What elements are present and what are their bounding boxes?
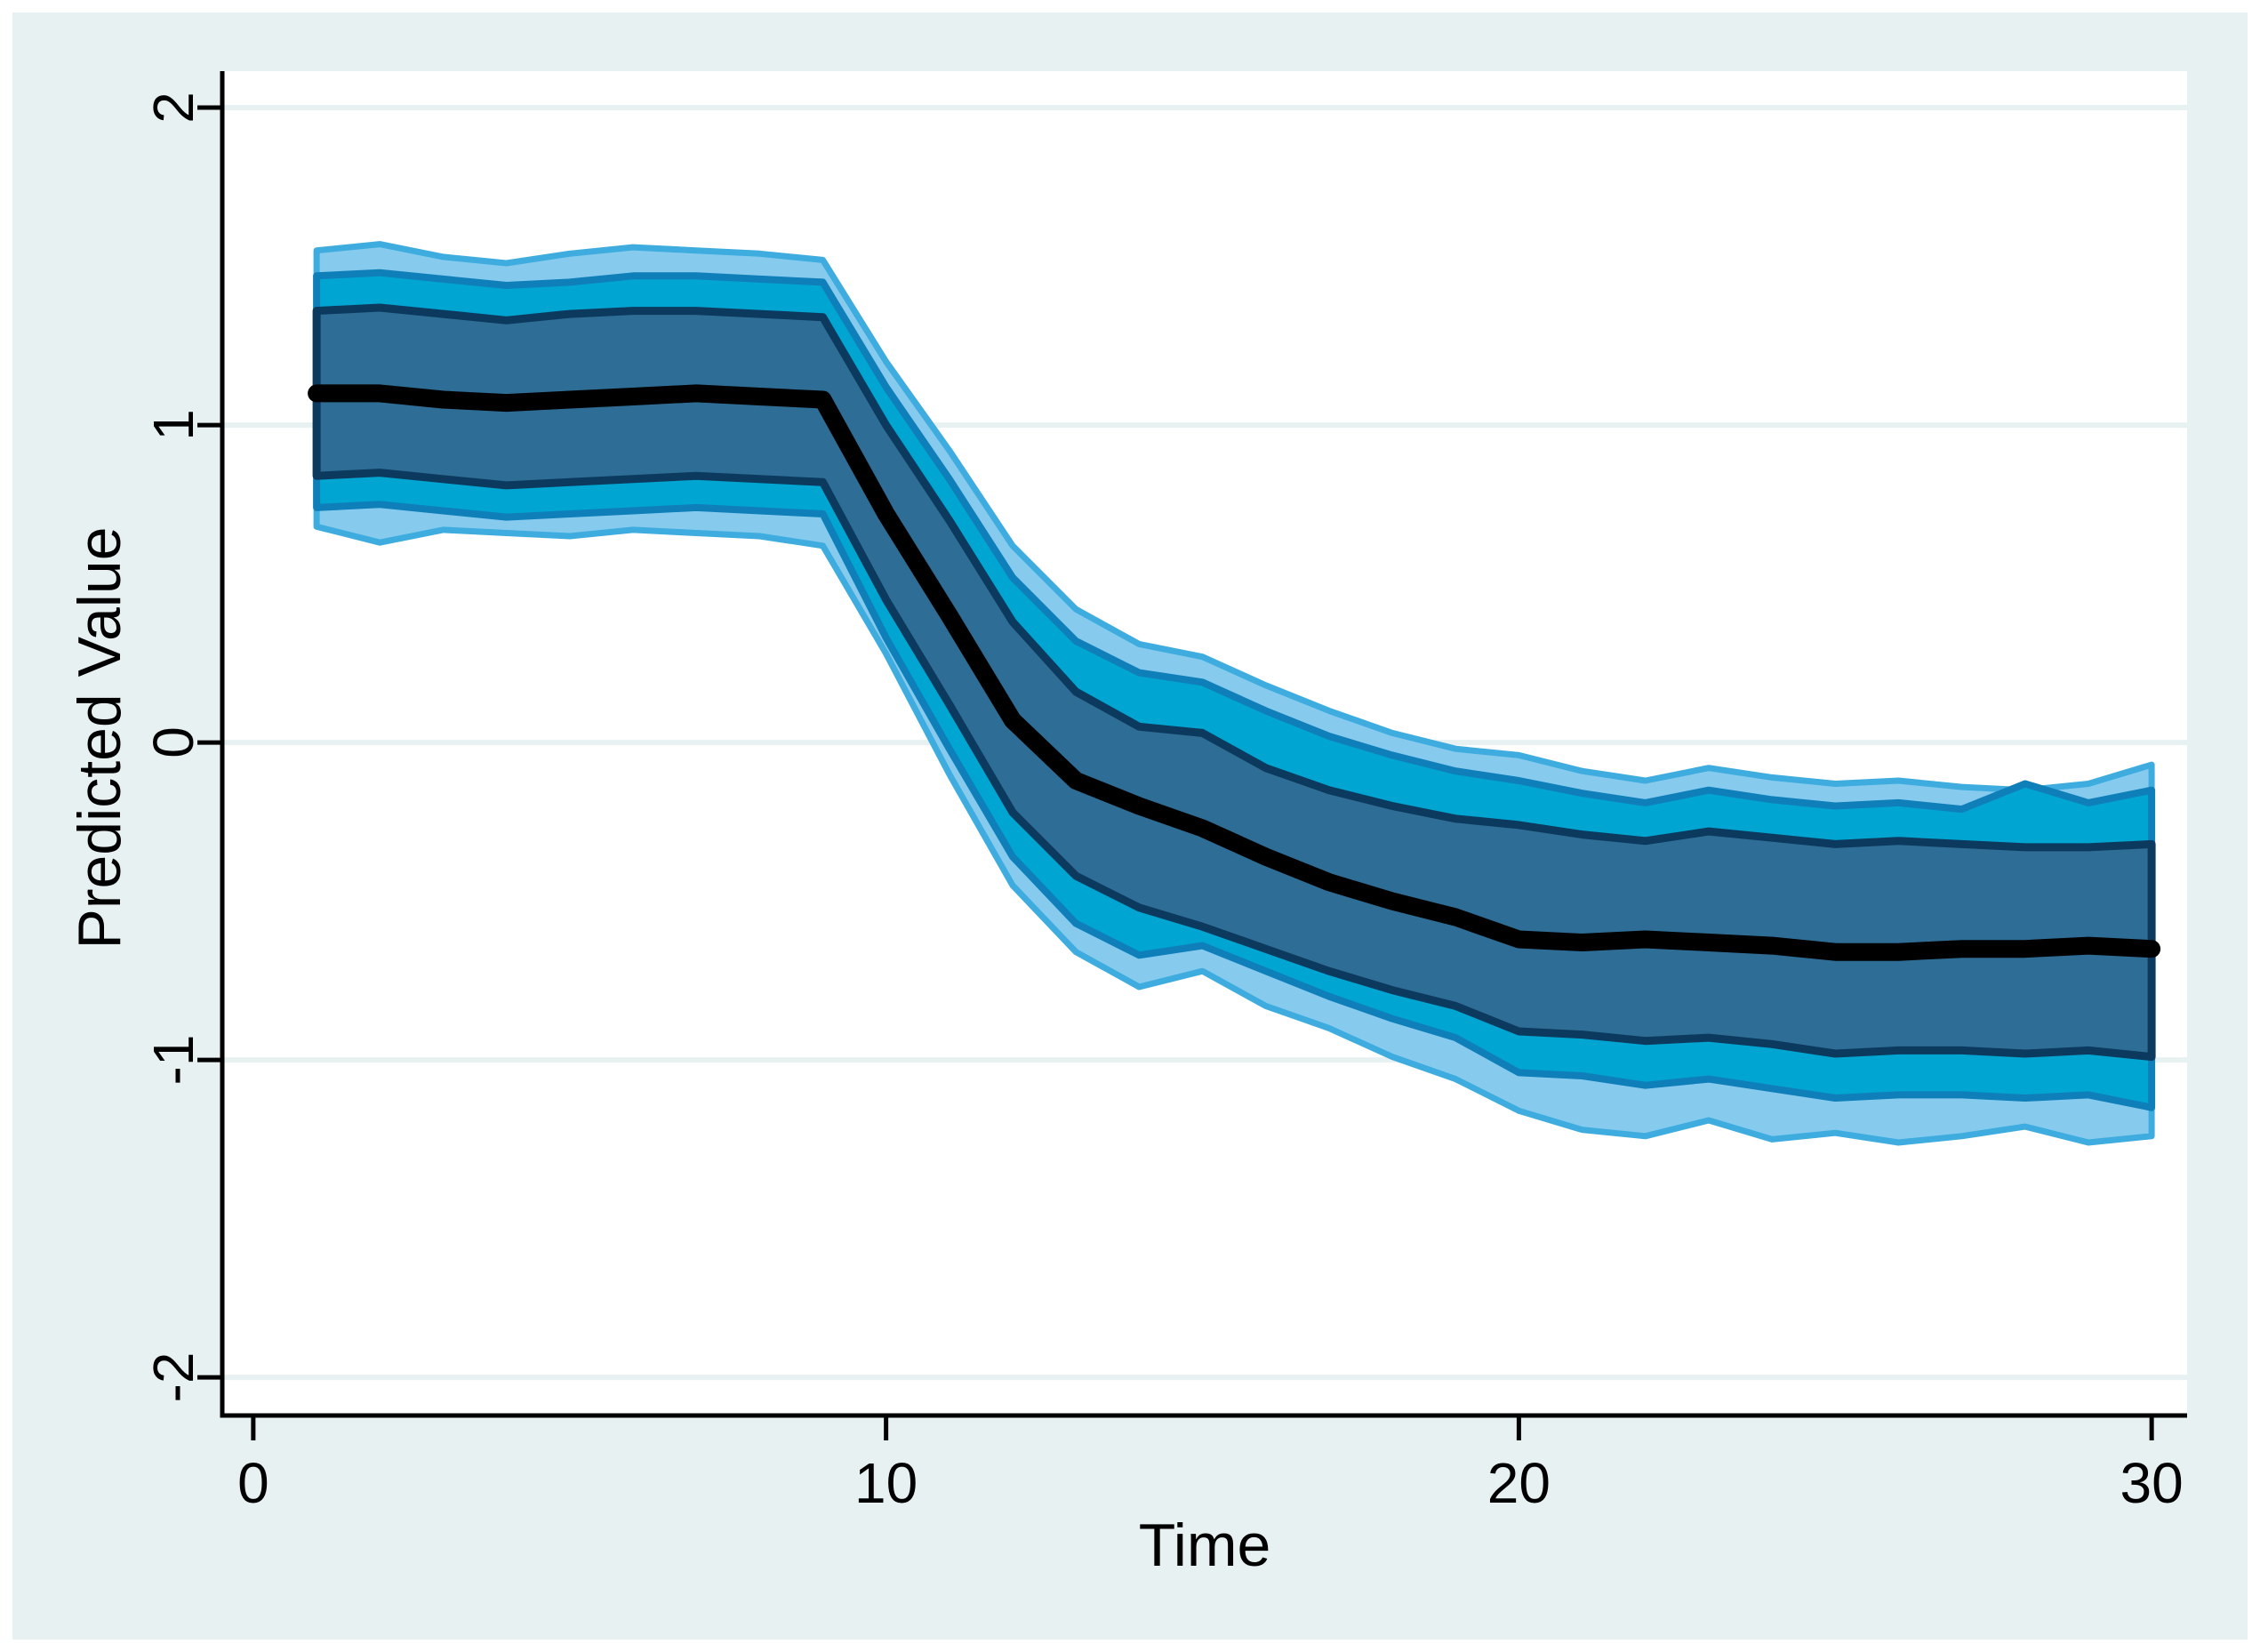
predicted-mean-line	[308, 384, 2161, 961]
inner-confidence-band	[312, 303, 2156, 1062]
y-tick-label: -1	[141, 1034, 205, 1086]
x-tick-label: 30	[2120, 1451, 2184, 1515]
x-tick-label: 0	[237, 1451, 269, 1515]
y-tick-label: 0	[141, 726, 205, 758]
y-tick-label: 2	[141, 92, 205, 124]
y-axis-title: Predicted Value	[66, 526, 133, 950]
x-tick-label: 20	[1487, 1451, 1551, 1515]
x-tick-label: 10	[854, 1451, 918, 1515]
y-tick-label: 1	[141, 409, 205, 441]
x-axis-title: Time	[1138, 1512, 1271, 1579]
y-tick-label: -2	[141, 1351, 205, 1403]
